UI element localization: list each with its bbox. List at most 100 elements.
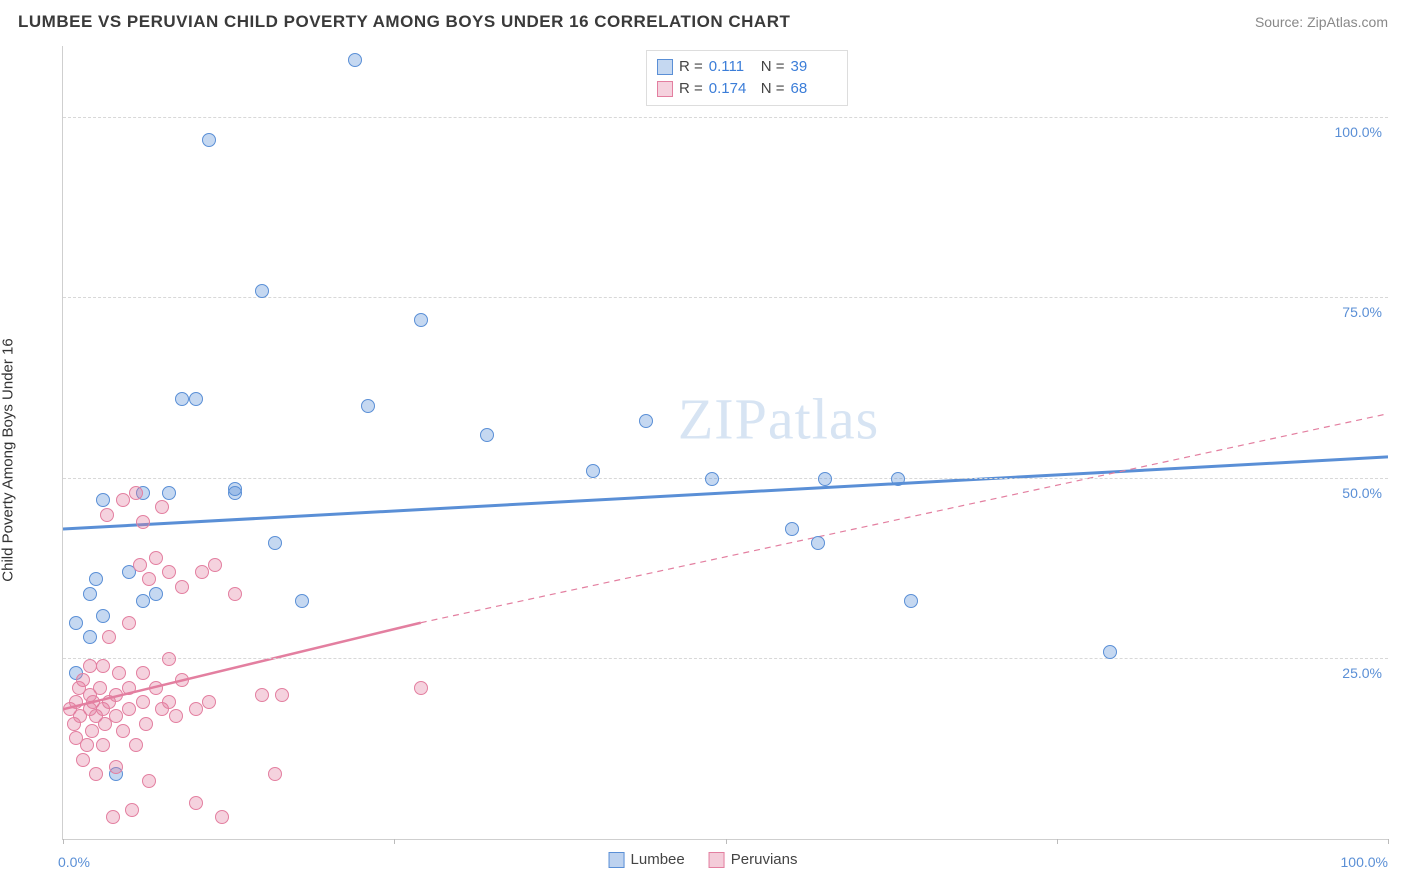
data-point [228,587,242,601]
data-point [155,500,169,514]
data-point [125,803,139,817]
legend-swatch [709,852,725,868]
x-tick [63,839,64,844]
source-link[interactable]: ZipAtlas.com [1307,14,1388,30]
x-tick-max: 100.0% [1341,854,1388,870]
data-point [136,515,150,529]
data-point [255,284,269,298]
data-point [122,681,136,695]
data-point [228,482,242,496]
data-point [112,666,126,680]
trend-line [63,457,1388,529]
x-tick [394,839,395,844]
y-axis-label: Child Poverty Among Boys Under 16 [0,338,17,581]
data-point [480,428,494,442]
n-label: N = [761,78,785,100]
x-tick [1057,839,1058,844]
data-point [195,565,209,579]
data-point [705,472,719,486]
data-point [1103,645,1117,659]
data-point [96,659,110,673]
data-point [175,673,189,687]
data-point [904,594,918,608]
data-point [83,659,97,673]
data-point [189,796,203,810]
data-point [76,673,90,687]
data-point [83,587,97,601]
data-point [129,486,143,500]
data-point [96,609,110,623]
x-tick [1388,839,1389,844]
data-point [89,767,103,781]
data-point [136,666,150,680]
r-value: 0.111 [709,56,755,78]
legend-swatch [609,852,625,868]
data-point [96,738,110,752]
data-point [891,472,905,486]
n-value: 39 [791,56,837,78]
data-point [818,472,832,486]
y-tick-label: 25.0% [1342,665,1382,681]
data-point [109,709,123,723]
data-point [295,594,309,608]
data-point [139,717,153,731]
data-point [133,558,147,572]
stats-legend-row: R = 0.111 N = 39 [657,56,837,78]
data-point [85,724,99,738]
n-value: 68 [791,78,837,100]
data-point [142,572,156,586]
stats-legend: R = 0.111 N = 39 R = 0.174 N = 68 [646,50,848,106]
legend-label: Lumbee [631,851,685,868]
data-point [189,702,203,716]
y-tick-label: 100.0% [1335,124,1382,140]
data-point [361,399,375,413]
data-point [102,630,116,644]
data-point [109,760,123,774]
data-point [93,681,107,695]
data-point [76,753,90,767]
legend-swatch [657,59,673,75]
series-legend: Lumbee Peruvians [609,851,798,868]
data-point [208,558,222,572]
data-point [275,688,289,702]
data-point [811,536,825,550]
data-point [162,695,176,709]
data-point [69,616,83,630]
data-point [255,688,269,702]
data-point [136,695,150,709]
n-label: N = [761,56,785,78]
x-tick-min: 0.0% [58,854,90,870]
data-point [149,681,163,695]
stats-legend-row: R = 0.174 N = 68 [657,78,837,100]
data-point [162,486,176,500]
r-label: R = [679,78,703,100]
r-label: R = [679,56,703,78]
data-point [268,767,282,781]
y-tick-label: 50.0% [1342,485,1382,501]
data-point [175,392,189,406]
data-point [586,464,600,478]
data-point [162,652,176,666]
legend-item: Peruvians [709,851,798,868]
scatter-plot: ZIPatlas R =0.111N =39R =0.174N =68 25.0… [62,46,1388,840]
gridline [63,478,1388,479]
data-point [89,572,103,586]
y-tick-label: 75.0% [1342,304,1382,320]
data-point [136,594,150,608]
data-point [202,133,216,147]
data-point [109,688,123,702]
data-point [169,709,183,723]
data-point [100,508,114,522]
data-point [639,414,653,428]
data-point [162,565,176,579]
data-point [202,695,216,709]
data-point [348,53,362,67]
x-tick [726,839,727,844]
r-value: 0.174 [709,78,755,100]
data-point [785,522,799,536]
trend-line [421,414,1388,623]
data-point [189,392,203,406]
data-point [175,580,189,594]
data-point [414,681,428,695]
data-point [80,738,94,752]
